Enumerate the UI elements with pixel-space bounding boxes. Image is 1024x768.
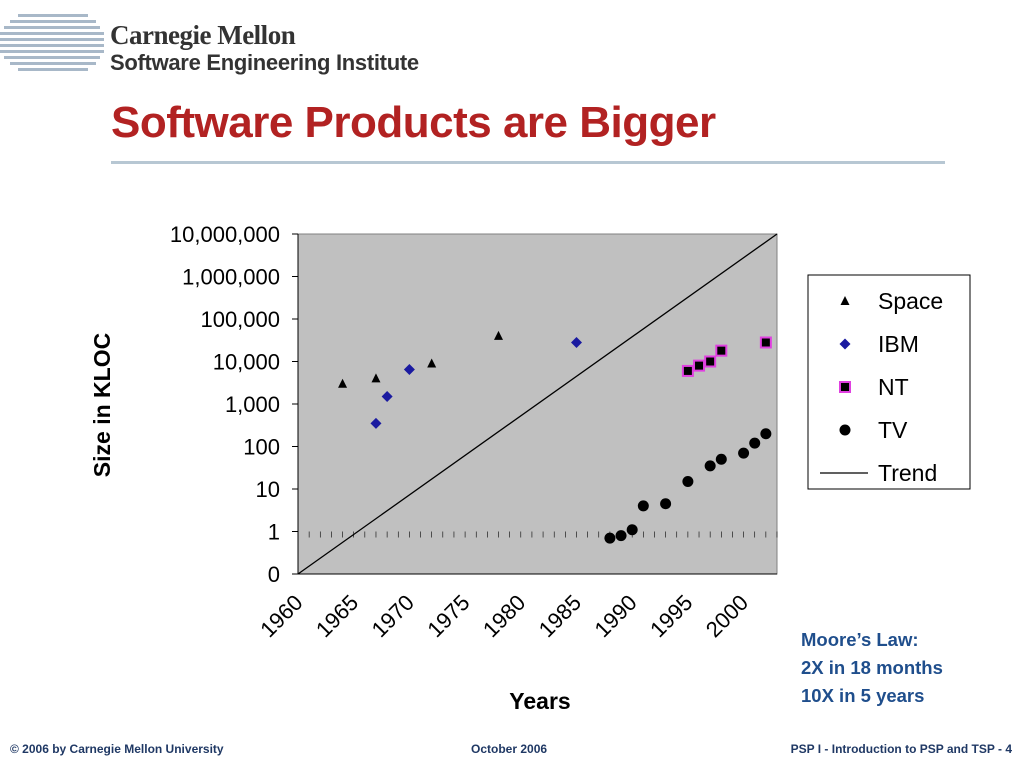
legend-ibm-swatch	[839, 338, 851, 350]
tv-point	[738, 447, 750, 459]
y-tick-label: 100,000	[200, 307, 280, 332]
x-axis-label: Years	[509, 688, 570, 714]
y-tick-label: 100	[243, 435, 280, 460]
footer-date: October 2006	[471, 742, 548, 756]
x-tick-label: 1985	[534, 590, 586, 642]
tv-point	[682, 476, 694, 488]
legend-ibm-label: IBM	[878, 331, 919, 357]
sei-logo	[0, 14, 104, 71]
space-point	[494, 330, 504, 340]
x-tick-label: 1960	[255, 590, 307, 642]
footer-page: PSP I - Introduction to PSP and TSP - 4	[790, 742, 1012, 756]
ibm-point	[570, 336, 582, 348]
institute-name: Software Engineering Institute	[110, 50, 419, 75]
space-point	[427, 358, 437, 368]
y-tick-label: 10,000	[213, 350, 280, 375]
y-tick-label: 10,000,000	[170, 222, 280, 247]
nt-point	[704, 355, 717, 368]
nt-point	[759, 336, 772, 349]
x-tick-label: 1995	[645, 590, 697, 642]
trend-line	[297, 233, 778, 575]
legend-space-label: Space	[878, 288, 943, 314]
tv-point	[760, 428, 772, 440]
slide-title: Software Products are Bigger	[111, 98, 716, 147]
tv-point	[637, 500, 649, 512]
y-tick-label: 1,000,000	[182, 265, 280, 290]
nt-point	[693, 359, 706, 372]
legend-box	[807, 274, 971, 490]
tv-point	[704, 460, 716, 472]
ibm-point	[381, 391, 393, 403]
tv-point	[660, 498, 672, 510]
footer-copyright: © 2006 by Carnegie Mellon University	[10, 742, 224, 756]
y-tick-label: 1	[268, 520, 280, 545]
y-tick-label: 0	[268, 562, 280, 587]
legend-nt-swatch	[839, 381, 851, 393]
chart: 0 1 10 100 1,000 10,000 100,000 1,000,000 10,000…	[89, 222, 971, 714]
y-axis-label: Size in KLOC	[89, 333, 115, 477]
tv-point	[604, 532, 616, 544]
org-name: Carnegie Mellon	[110, 20, 296, 50]
tv-point	[749, 437, 761, 449]
note-line-2: 2X in 18 months	[801, 657, 943, 678]
legend-nt-label: NT	[878, 374, 909, 400]
data-marks	[297, 233, 778, 575]
tv-point	[615, 530, 627, 542]
space-point	[338, 378, 348, 388]
nt-point	[715, 344, 728, 357]
nt-point	[681, 364, 694, 377]
legend-tv-label: TV	[878, 417, 908, 443]
moores-law-note: Moore’s Law: 2X in 18 months 10X in 5 ye…	[801, 626, 943, 710]
legend-space-swatch	[840, 296, 850, 305]
ibm-point	[370, 417, 382, 429]
y-tick-label: 1,000	[225, 392, 280, 417]
x-tick-label: 1965	[311, 590, 363, 642]
y-tick-label: 10	[256, 477, 280, 502]
tv-point	[626, 524, 638, 536]
title-divider	[111, 161, 945, 164]
ibm-point	[403, 363, 415, 375]
x-tick-label: 1970	[367, 590, 419, 642]
legend-tv-swatch	[839, 424, 851, 436]
x-tick-label: 1975	[422, 590, 474, 642]
legend-trend-label: Trend	[878, 460, 937, 486]
note-line-3: 10X in 5 years	[801, 685, 925, 706]
space-point	[371, 373, 381, 383]
x-tick-label: 1980	[478, 590, 530, 642]
x-tick-label: 1990	[589, 590, 641, 642]
tv-point	[715, 453, 727, 465]
x-tick-label: 2000	[701, 590, 753, 642]
note-line-1: Moore’s Law:	[801, 629, 919, 650]
legend: Space IBM NT TV Trend	[807, 274, 971, 490]
